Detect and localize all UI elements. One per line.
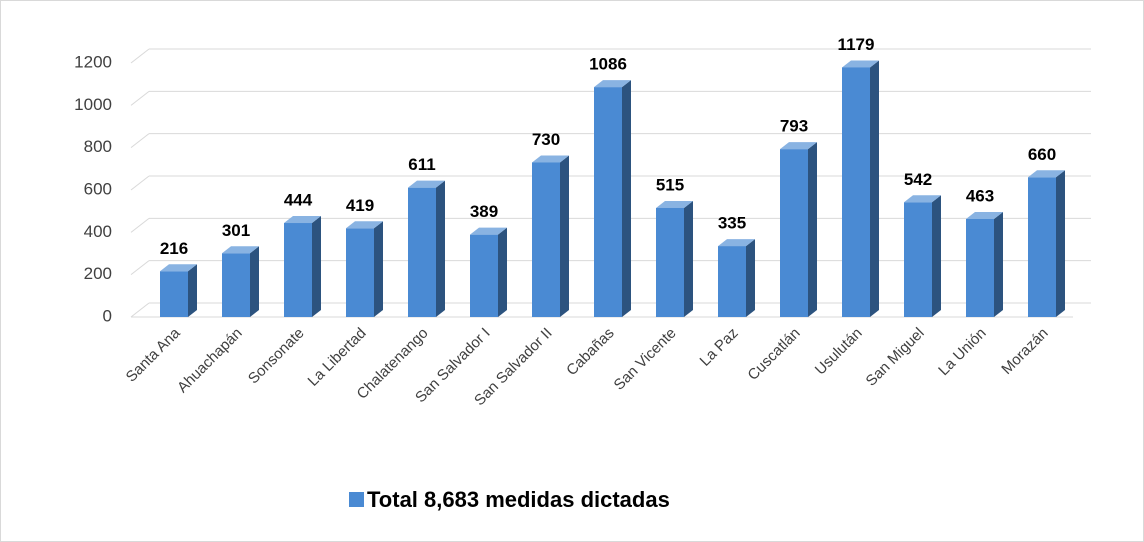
bar-top <box>780 142 817 150</box>
bar <box>160 271 188 317</box>
bar-top <box>966 211 1003 219</box>
bar <box>594 87 622 317</box>
data-label: 419 <box>346 196 374 215</box>
bar-side <box>312 216 321 317</box>
bar-side <box>808 142 817 317</box>
data-label: 611 <box>408 155 435 174</box>
data-label: 730 <box>532 130 560 149</box>
grid-side <box>130 90 150 106</box>
bar-top <box>160 264 197 272</box>
data-label: 1086 <box>589 55 627 74</box>
bar-top <box>532 155 569 163</box>
bar-side <box>250 246 259 317</box>
y-tick-label: 200 <box>84 264 112 283</box>
data-label: 515 <box>656 175 684 194</box>
bar-top <box>408 180 445 188</box>
legend-label: Total 8,683 medidas dictadas <box>367 487 670 512</box>
bars <box>160 60 1065 317</box>
data-label: 216 <box>160 239 188 258</box>
bar <box>780 149 808 317</box>
grid-side <box>130 217 150 233</box>
bar-top <box>594 80 631 88</box>
grid-side <box>130 133 150 149</box>
bar-top <box>222 246 259 254</box>
bar-side <box>1056 170 1065 317</box>
grid-side <box>130 48 150 64</box>
data-label: 444 <box>284 191 313 210</box>
data-label: 335 <box>718 214 746 233</box>
bar-top <box>284 216 321 224</box>
y-tick-label: 1000 <box>74 95 112 114</box>
bar <box>842 67 870 317</box>
bar-top <box>346 221 383 229</box>
bar-side <box>932 195 941 317</box>
grid-side <box>130 302 150 318</box>
bar-side <box>622 80 631 317</box>
bar-side <box>374 221 383 317</box>
y-tick-label: 400 <box>84 222 112 241</box>
bar <box>470 234 498 317</box>
bar <box>656 207 684 317</box>
bar <box>408 187 436 317</box>
grid-side <box>130 175 150 191</box>
y-tick-label: 600 <box>84 179 112 198</box>
data-label: 660 <box>1028 145 1056 164</box>
bar-top <box>842 60 879 68</box>
y-tick-label: 0 <box>103 306 112 325</box>
bar <box>904 202 932 317</box>
bar <box>966 218 994 317</box>
bar <box>284 223 312 317</box>
bar <box>222 253 250 317</box>
y-tick-label: 800 <box>84 137 112 156</box>
data-label: 542 <box>904 170 932 189</box>
legend-swatch <box>349 492 364 507</box>
bar-top <box>1028 170 1065 178</box>
bar-side <box>994 211 1003 317</box>
bar-side <box>498 227 507 317</box>
data-label: 301 <box>222 221 250 240</box>
bar-side <box>188 264 197 317</box>
bar <box>346 228 374 317</box>
bar-top <box>470 227 507 235</box>
bar-top <box>656 200 693 208</box>
bar-side <box>684 200 693 317</box>
data-label: 1179 <box>838 35 875 54</box>
data-label: 463 <box>966 186 994 205</box>
bar <box>532 162 560 317</box>
data-label: 793 <box>780 117 808 136</box>
bar-side <box>870 60 879 317</box>
bar-top <box>904 195 941 203</box>
bar <box>718 246 746 317</box>
bar-top <box>718 239 755 247</box>
grid-side <box>130 260 150 276</box>
bar-side <box>560 155 569 317</box>
y-tick-label: 1200 <box>74 52 112 71</box>
bar-side <box>746 239 755 317</box>
bar <box>1028 177 1056 317</box>
bar-side <box>436 180 445 317</box>
data-label: 389 <box>470 202 498 221</box>
